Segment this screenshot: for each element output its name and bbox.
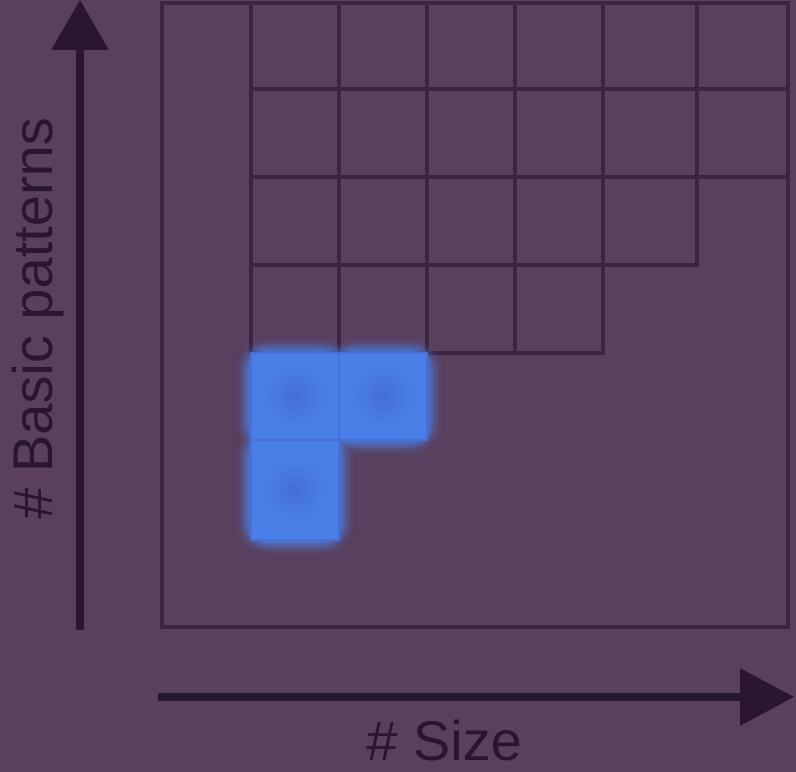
highlighted-cell-center — [264, 366, 326, 427]
grid-cell — [249, 175, 341, 267]
grid-cell — [601, 1, 699, 91]
pattern-grid — [249, 1, 790, 355]
grid-cell — [513, 175, 605, 267]
grid-cell — [513, 263, 605, 355]
grid-cell — [249, 1, 341, 91]
y-axis-label: # Basic patterns — [1, 117, 64, 519]
grid-cell — [513, 87, 605, 179]
y-axis-arrow — [51, 0, 109, 630]
grid-cell — [425, 1, 517, 91]
grid-cell — [337, 263, 429, 355]
grid-cell — [601, 87, 699, 179]
grid-cell — [337, 1, 429, 91]
x-axis-label: # Size — [366, 709, 522, 767]
grid-cell — [695, 1, 790, 91]
highlighted-cell-center — [352, 366, 414, 427]
grid-cell — [695, 87, 790, 179]
grid-cell — [337, 87, 429, 179]
grid-cell — [249, 87, 341, 179]
highlighted-cell-center — [264, 459, 326, 521]
grid-cell — [601, 175, 699, 267]
x-axis-arrow — [158, 668, 794, 726]
grid-cell — [425, 175, 517, 267]
highlighted-patterns — [245, 347, 433, 546]
grid-cell — [425, 263, 517, 355]
grid-cell — [513, 1, 605, 91]
grid-cell — [337, 175, 429, 267]
grid-cell — [425, 87, 517, 179]
grid-cell — [249, 263, 341, 355]
